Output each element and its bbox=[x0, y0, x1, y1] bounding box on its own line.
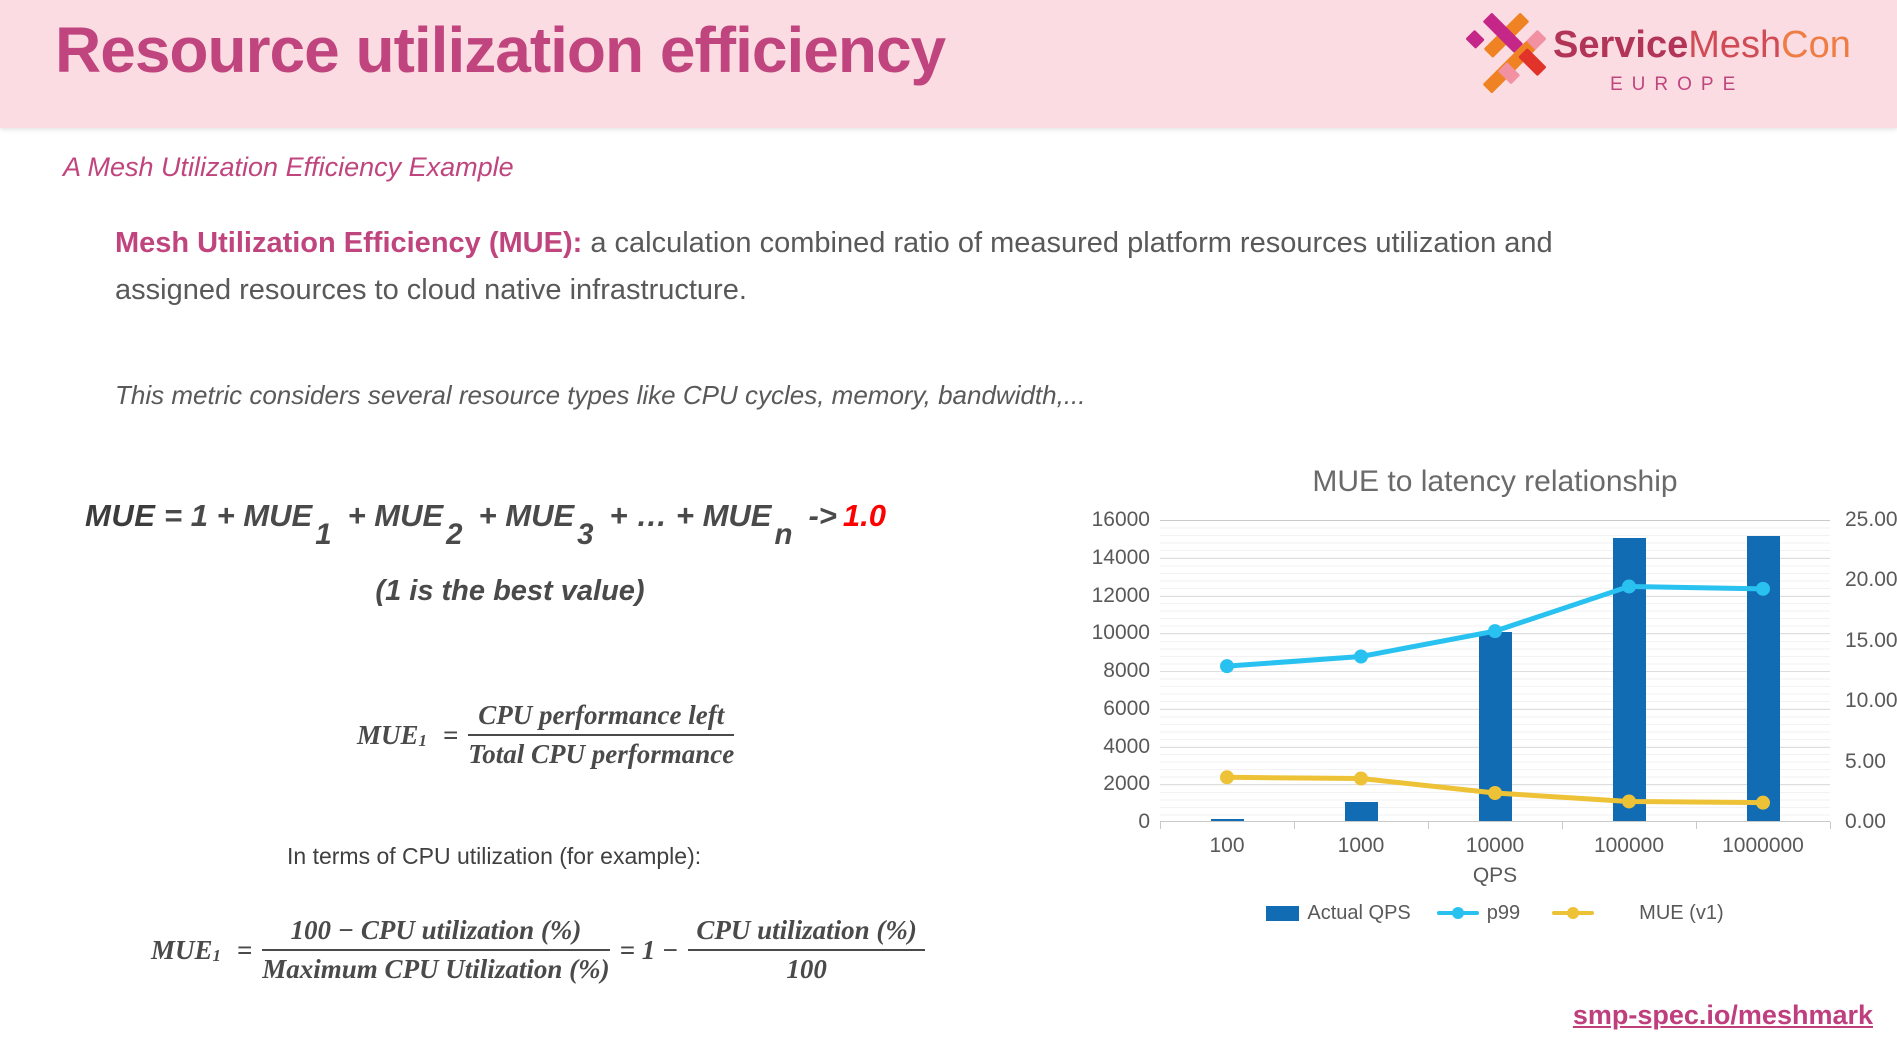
p99-marker bbox=[1488, 624, 1502, 639]
page-title: Resource utilization efficiency bbox=[55, 14, 946, 86]
formula-arrow: -> bbox=[808, 498, 837, 533]
legend-label: Actual QPS bbox=[1307, 901, 1411, 924]
chart-lines-overlay bbox=[1220, 579, 1770, 810]
x-axis-category-label: 100 bbox=[1209, 834, 1245, 857]
metric-note: This metric considers several resource t… bbox=[115, 380, 1086, 410]
chart-bar bbox=[1344, 802, 1378, 821]
legend-item-p99: p99 bbox=[1436, 901, 1521, 925]
formula-caption: (1 is the best value) bbox=[375, 575, 645, 607]
legend-item-actual-qps: Actual QPS bbox=[1266, 901, 1411, 925]
x-axis-category-label: 10000 bbox=[1465, 834, 1525, 857]
gridline bbox=[1160, 595, 1830, 597]
servicemeshcon-logo: ServiceMeshCon EUROPE bbox=[1455, 4, 1885, 124]
brand-con: Con bbox=[1781, 24, 1851, 66]
chart-plot-area bbox=[1160, 520, 1830, 822]
fraction: CPU utilization (%) 100 bbox=[688, 915, 925, 985]
legend-label: p99 bbox=[1486, 901, 1521, 924]
left-axis-tick-label: 0 bbox=[1138, 810, 1150, 833]
x-axis-category-label: 1000 bbox=[1337, 834, 1385, 857]
x-axis-category-label: 1000000 bbox=[1722, 834, 1804, 857]
chart-title: MUE to latency relationship bbox=[1312, 465, 1678, 498]
right-axis-tick-label: 25.00 bbox=[1845, 508, 1897, 531]
gridline bbox=[1160, 520, 1830, 521]
x-axis-tick-mark bbox=[1428, 822, 1429, 829]
right-axis-tick-label: 5.00 bbox=[1845, 749, 1886, 773]
legend-swatch bbox=[1552, 906, 1595, 921]
chart-bar bbox=[1210, 819, 1244, 821]
MUE (v1)-marker bbox=[1622, 794, 1636, 809]
right-axis-tick-label: 10.00 bbox=[1845, 689, 1897, 713]
legend-swatch bbox=[1436, 906, 1479, 921]
chart-legend: Actual QPS p99 MUE (v1) bbox=[1160, 898, 1830, 928]
x-axis-tick-mark bbox=[1160, 822, 1161, 829]
p99-marker bbox=[1220, 659, 1234, 674]
mue-sum-formula: MUE = 1 + MUE1+ MUE2+ MUE3+ … + MUEn-> 1.… bbox=[85, 498, 886, 552]
MUE (v1)-marker bbox=[1488, 786, 1502, 801]
meshmark-link[interactable]: smp-spec.io/meshmark bbox=[1572, 1000, 1873, 1030]
fraction: 100 − CPU utilization (%) Maximum CPU Ut… bbox=[262, 915, 610, 984]
left-axis-tick-label: 4000 bbox=[1103, 734, 1150, 758]
left-axis-tick-label: 14000 bbox=[1091, 545, 1150, 569]
right-axis-tick-label: 20.00 bbox=[1845, 568, 1897, 592]
MUE (v1)-marker bbox=[1756, 795, 1770, 810]
header-band: Resource utilization efficiency ServiceM… bbox=[0, 0, 1897, 128]
legend-swatch bbox=[1266, 905, 1300, 921]
chart-xaxis-title: QPS bbox=[1472, 864, 1518, 887]
MUE (v1)-marker bbox=[1354, 771, 1368, 786]
legend-label: MUE (v1) bbox=[1639, 901, 1724, 924]
left-axis-tick-label: 6000 bbox=[1103, 696, 1150, 720]
x-axis-tick-mark bbox=[1562, 822, 1563, 829]
intro-paragraph: Mesh Utilization Efficiency (MUE): a cal… bbox=[115, 220, 1660, 314]
intro-lead-rest: a calculation combined ratio of measured… bbox=[115, 227, 1553, 306]
p99-marker bbox=[1756, 581, 1770, 596]
intro-lead-bold: Mesh Utilization Efficiency (MUE): bbox=[115, 227, 583, 259]
weave-knot-icon bbox=[1466, 13, 1546, 93]
gridline bbox=[1160, 557, 1830, 559]
x-axis-tick-mark bbox=[1696, 822, 1697, 829]
right-axis-tick-label: 0.00 bbox=[1845, 810, 1886, 833]
subtitle: A Mesh Utilization Efficiency Example bbox=[63, 152, 514, 182]
MUE (v1)-marker bbox=[1220, 770, 1234, 785]
x-axis-category-label: 100000 bbox=[1593, 834, 1665, 857]
brand-service: Service bbox=[1553, 24, 1689, 66]
mue1-definition-formula: MUE 1 = CPU performance left Total CPU pe… bbox=[357, 700, 735, 769]
left-axis-tick-label: 10000 bbox=[1091, 621, 1150, 645]
brand-wordmark: ServiceMeshCon bbox=[1553, 24, 1851, 67]
legend-item-mue-v1-: MUE (v1) bbox=[1552, 901, 1724, 925]
p99-marker bbox=[1622, 579, 1636, 594]
p99-marker bbox=[1354, 649, 1368, 664]
x-axis-tick-mark bbox=[1830, 822, 1831, 829]
right-axis-tick-label: 15.00 bbox=[1845, 628, 1897, 652]
left-axis-tick-label: 8000 bbox=[1103, 659, 1150, 682]
x-axis-tick-mark bbox=[1294, 822, 1295, 829]
left-axis-tick-label: 2000 bbox=[1103, 772, 1150, 796]
mue1-cpu-formula: MUE 1 = 100 − CPU utilization (%) Maximum… bbox=[151, 915, 925, 985]
left-axis-tick-label: 12000 bbox=[1091, 583, 1150, 607]
left-axis-tick-label: 16000 bbox=[1091, 508, 1150, 531]
formula-target-value: 1.0 bbox=[842, 498, 886, 533]
brand-region: EUROPE bbox=[1610, 74, 1745, 95]
cpu-utilization-caption: In terms of CPU utilization (for example… bbox=[287, 843, 702, 869]
fraction: CPU performance left Total CPU performan… bbox=[468, 700, 735, 769]
formula-lhs: MUE bbox=[85, 498, 156, 533]
brand-mesh: Mesh bbox=[1688, 24, 1782, 66]
